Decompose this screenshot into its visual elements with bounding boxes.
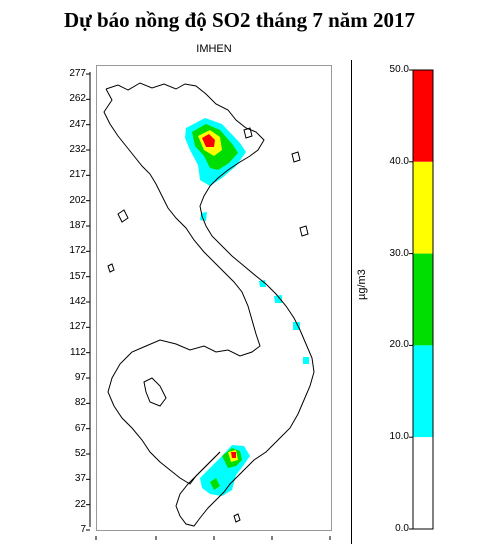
y-axis-tick-label: 7 [80, 524, 86, 535]
central-cyan-patch-5 [303, 357, 309, 364]
central-cyan-patch-4 [293, 322, 300, 330]
colorbar-divider [351, 60, 352, 544]
colorbar-tick-label: 10.0 [389, 431, 409, 443]
y-axis-tick-label: 52 [74, 448, 86, 459]
colorbar-frame [412, 69, 434, 530]
y-axis-tick-label: 127 [69, 321, 86, 333]
colorbar-band [413, 253, 433, 346]
y-axis-tick-label: 142 [69, 296, 86, 307]
colorbar-tick-label: 30.0 [389, 247, 409, 259]
mekong-green-patch [210, 478, 220, 490]
colorbar-band [413, 70, 433, 162]
south-cyan-patch [200, 445, 250, 496]
colorbar-tick-label: 50.0 [389, 64, 409, 75]
y-axis-tick-label: 187 [69, 220, 86, 231]
y-axis-tick-label: 112 [70, 346, 86, 358]
colorbar [412, 69, 434, 530]
colorbar-tick-label: 0.0 [395, 523, 409, 534]
y-axis-tick-label: 37 [74, 473, 86, 485]
central-cyan-patch-3 [274, 295, 282, 303]
colorbar-unit-label: µg/m3 [356, 269, 368, 300]
y-axis-tick-label: 262 [69, 93, 86, 105]
y-axis-tick-label: 247 [69, 118, 86, 130]
y-axis-tick-label: 217 [69, 169, 86, 181]
y-axis-tick-label: 172 [69, 245, 86, 257]
colorbar-band [413, 437, 433, 529]
y-axis-tick-label: 232 [69, 144, 86, 155]
colorbar-band [413, 345, 433, 438]
so2-concentration-patches [185, 118, 309, 496]
y-axis-tick-label: 22 [74, 498, 86, 510]
y-axis-tick-label: 202 [69, 194, 86, 206]
colorbar-tick-label: 20.0 [389, 339, 409, 351]
north-red-patch [202, 134, 215, 147]
map-panel [96, 65, 332, 531]
y-axis-tick-label: 277 [69, 68, 86, 79]
map-title: Dự báo nồng độ SO2 tháng 7 năm 2017 [63, 8, 416, 32]
south-red-patch [231, 452, 236, 458]
y-axis-tick-label: 67 [74, 422, 86, 434]
y-axis-tick-label: 157 [69, 270, 86, 282]
map-subtitle: IMHEN [196, 43, 232, 55]
colorbar-band [413, 161, 433, 254]
y-axis-tick-label: 82 [74, 397, 86, 409]
y-axis-tick-label: 97 [74, 372, 86, 383]
x-axis-ticks [95, 536, 331, 540]
central-cyan-patch-2 [259, 280, 266, 287]
colorbar-tick-label: 40.0 [389, 155, 409, 167]
country-outline [103, 82, 315, 527]
